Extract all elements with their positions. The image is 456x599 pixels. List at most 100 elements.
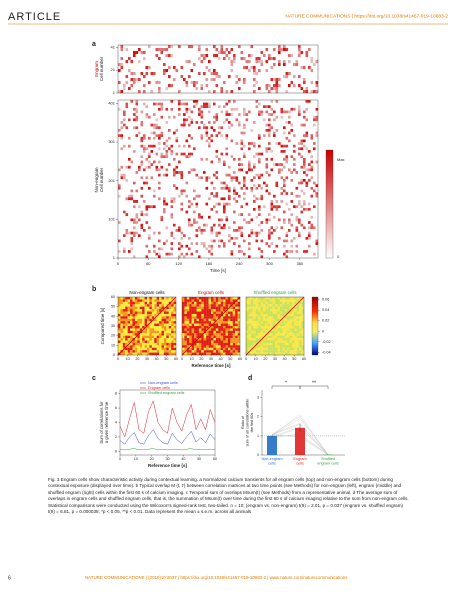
heatmap-cell <box>237 304 241 307</box>
heatmap-cell <box>230 301 233 305</box>
heatmap-cell <box>248 321 251 324</box>
heatmap-cell <box>237 323 241 327</box>
heatmap-cell <box>230 236 234 240</box>
heatmap-cell <box>253 184 256 187</box>
heatmap-cell <box>203 72 206 76</box>
heatmap-cell <box>151 335 155 339</box>
heatmap-cell <box>163 352 167 356</box>
heatmap-cell <box>288 168 291 172</box>
heatmap-cell <box>300 147 304 151</box>
heatmap-cell <box>305 51 309 55</box>
heatmap-cell <box>225 328 229 331</box>
heatmap-cell <box>149 313 152 317</box>
heatmap-cell <box>189 297 192 300</box>
heatmap-cell <box>203 338 207 341</box>
heatmap-cell <box>218 318 221 322</box>
heatmap-cell <box>137 352 140 356</box>
heatmap-cell <box>235 333 238 336</box>
heatmap-cell <box>194 345 197 348</box>
heatmap-cell <box>262 326 266 329</box>
x-tick-label: 40 <box>283 357 287 361</box>
heatmap-cell <box>155 134 159 137</box>
heatmap-cell <box>123 250 126 253</box>
bar <box>295 427 305 455</box>
heatmap-cell <box>279 347 283 351</box>
heatmap-cell <box>170 107 174 111</box>
heatmap-image <box>118 45 319 94</box>
heatmap-cell <box>258 231 261 235</box>
heatmap-cell <box>265 218 269 222</box>
heatmap-cell <box>237 309 241 312</box>
heatmap-cell <box>308 66 311 70</box>
heatmap-cell <box>203 54 206 58</box>
heatmap-cell <box>258 311 261 315</box>
heatmap-cell <box>193 84 196 88</box>
heatmap-cell <box>123 113 126 116</box>
heatmap-cell <box>127 309 131 312</box>
heatmap-cell <box>120 304 123 307</box>
heatmap-cell <box>130 318 133 322</box>
heatmap-cell <box>294 301 297 305</box>
heatmap-cell <box>145 176 149 180</box>
heatmap-cell <box>208 304 212 307</box>
heatmap-cell <box>258 173 261 177</box>
heatmap-cell <box>171 328 174 331</box>
heatmap-cell <box>158 134 161 137</box>
heatmap-cell <box>213 340 216 344</box>
heatmap-cell <box>285 90 289 94</box>
heatmap-cell <box>262 304 266 307</box>
heatmap-cell <box>308 168 311 172</box>
heatmap-cell <box>206 301 209 305</box>
heatmap-cell <box>163 333 167 336</box>
heatmap-cell <box>303 171 306 174</box>
heatmap-cell <box>196 316 200 319</box>
heatmap-cell <box>310 134 314 137</box>
heatmap-cell <box>227 350 231 353</box>
heatmap-cell <box>155 54 159 58</box>
heatmap-cell <box>142 306 145 310</box>
heatmap-cell <box>240 186 244 190</box>
heatmap-cell <box>127 335 131 339</box>
heatmap-cell <box>134 318 138 322</box>
heatmap-cell <box>130 247 134 251</box>
heatmap-cell <box>134 299 138 302</box>
heatmap-cell <box>299 309 302 312</box>
heatmap-cell <box>185 252 189 256</box>
heatmap-cell <box>175 128 179 132</box>
heatmap-cell <box>248 347 251 351</box>
heatmap-cell <box>232 328 236 331</box>
heatmap-cell <box>285 192 289 195</box>
heatmap-cell <box>156 338 160 341</box>
heatmap-cell <box>184 335 187 339</box>
heatmap-cell <box>315 90 319 94</box>
heatmap-cell <box>118 168 121 172</box>
diagonal <box>117 296 177 356</box>
heatmap-cell <box>272 321 276 324</box>
heatmap-cell <box>213 121 216 124</box>
heatmap-cell <box>127 352 131 356</box>
heatmap-cell <box>296 350 300 353</box>
heatmap-cell <box>270 168 274 172</box>
heatmap-cell <box>215 352 219 356</box>
heatmap-cell <box>205 179 209 182</box>
heatmap-cell <box>203 304 207 307</box>
heatmap-cell <box>215 192 219 195</box>
heatmap-cell <box>240 168 244 172</box>
heatmap-cell <box>228 100 231 103</box>
heatmap-cell <box>186 345 190 348</box>
heatmap-cell <box>268 105 271 108</box>
heatmap-cell <box>125 350 128 353</box>
heatmap-cell <box>125 304 128 307</box>
heatmap-cell <box>158 231 161 235</box>
heatmap-cell <box>118 128 121 132</box>
heatmap-cell <box>201 306 204 310</box>
heatmap-cell <box>243 192 246 195</box>
heatmap-cell <box>299 304 302 307</box>
heatmap-cell <box>127 299 131 302</box>
heatmap-cell <box>163 342 167 346</box>
heatmap-cell <box>175 136 179 140</box>
heatmap-cell <box>267 350 271 353</box>
heatmap-cell <box>144 321 148 324</box>
heatmap-cell <box>294 318 297 322</box>
heatmap-cell <box>300 223 304 227</box>
